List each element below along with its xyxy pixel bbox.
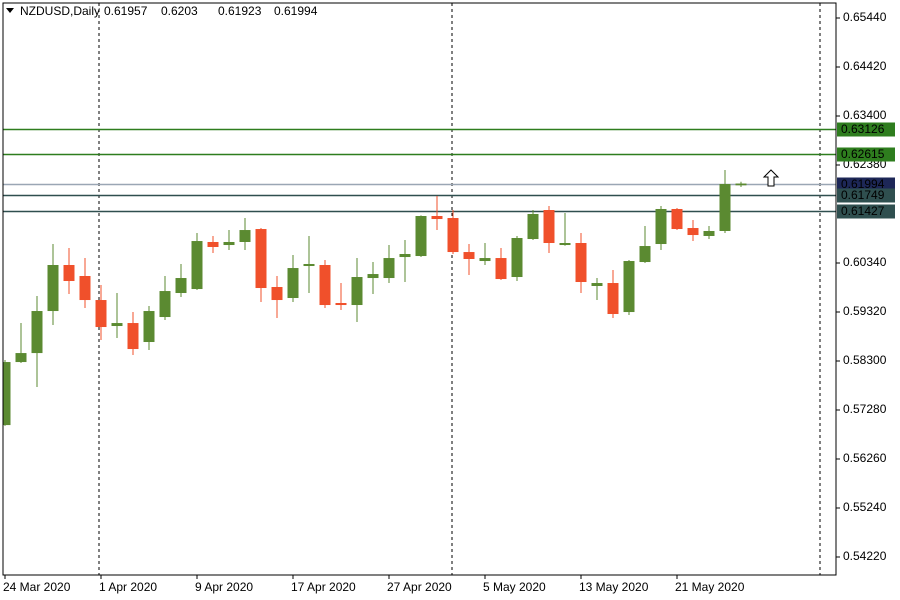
y-tick-label: 0.54220 bbox=[843, 549, 887, 563]
candle-body bbox=[431, 216, 443, 220]
level-label: 0.61749 bbox=[841, 188, 885, 202]
candle-body bbox=[703, 230, 715, 236]
x-tick-label: 13 May 2020 bbox=[579, 580, 649, 594]
candle-body bbox=[159, 291, 171, 318]
candle-body bbox=[79, 276, 91, 301]
candle-body bbox=[479, 258, 491, 262]
y-tick-label: 0.57280 bbox=[843, 402, 887, 416]
candle-body bbox=[655, 208, 667, 245]
level-label-box bbox=[837, 188, 895, 203]
header-open: 0.61957 bbox=[104, 4, 148, 18]
chart-title: NZDUSD,Daily bbox=[20, 4, 100, 18]
candle-body bbox=[111, 323, 123, 327]
candle-body bbox=[223, 241, 235, 246]
x-tick-label: 9 Apr 2020 bbox=[195, 580, 253, 594]
candle-body bbox=[207, 241, 219, 247]
candle-body bbox=[591, 283, 603, 286]
candle-body bbox=[367, 274, 379, 279]
y-tick-label: 0.56260 bbox=[843, 451, 887, 465]
x-tick-label: 21 May 2020 bbox=[675, 580, 745, 594]
y-tick-label: 0.65440 bbox=[843, 10, 887, 24]
candle-body bbox=[495, 258, 507, 280]
menu-triangle bbox=[6, 8, 14, 13]
candle-body bbox=[543, 209, 555, 244]
candle-body bbox=[463, 252, 475, 259]
x-tick-label: 5 May 2020 bbox=[483, 580, 546, 594]
candle-body bbox=[735, 183, 747, 186]
candle-body bbox=[287, 268, 299, 299]
y-tick-label: 0.55240 bbox=[843, 500, 887, 514]
candle-body bbox=[399, 254, 411, 258]
candle-body bbox=[63, 265, 75, 282]
candle-body bbox=[639, 246, 651, 263]
header-close: 0.61994 bbox=[274, 4, 318, 18]
candle-body bbox=[239, 230, 251, 242]
plot-frame bbox=[2, 2, 837, 576]
candle-body bbox=[191, 241, 203, 290]
candle-body bbox=[511, 238, 523, 278]
arrow-icon bbox=[762, 169, 780, 187]
y-tick-label: 0.58300 bbox=[843, 353, 887, 367]
level-label-box bbox=[837, 204, 895, 219]
candle-body bbox=[527, 213, 539, 240]
y-tick-label: 0.63400 bbox=[843, 108, 887, 122]
header-high: 0.6203 bbox=[161, 4, 198, 18]
level-label: 0.63126 bbox=[841, 122, 885, 136]
x-tick-label: 24 Mar 2020 bbox=[3, 580, 71, 594]
candle-body bbox=[559, 243, 571, 246]
level-label: 0.61994 bbox=[841, 177, 885, 191]
y-tick-label: 0.59320 bbox=[843, 304, 887, 318]
candle-body bbox=[319, 265, 331, 306]
y-tick-label: 0.64420 bbox=[843, 59, 887, 73]
candle-body bbox=[415, 216, 427, 257]
y-tick-label: 0.60340 bbox=[843, 255, 887, 269]
candle-body bbox=[255, 229, 267, 289]
x-tick-label: 17 Apr 2020 bbox=[291, 580, 356, 594]
candle-body bbox=[143, 311, 155, 343]
candle-body bbox=[127, 323, 139, 350]
candle-body bbox=[15, 353, 27, 363]
candle-body bbox=[719, 184, 731, 231]
level-label: 0.62615 bbox=[841, 147, 885, 161]
candle-body bbox=[31, 311, 43, 354]
candle-body bbox=[47, 265, 59, 312]
level-label-box bbox=[837, 177, 895, 192]
candle-body bbox=[383, 258, 395, 279]
level-label: 0.61427 bbox=[841, 204, 885, 218]
candle-body bbox=[351, 277, 363, 306]
candle-body bbox=[623, 261, 635, 313]
candle-body bbox=[575, 243, 587, 283]
candle-body bbox=[175, 278, 187, 294]
candle-body bbox=[335, 303, 347, 306]
candle-body bbox=[447, 218, 459, 253]
candle-body bbox=[303, 263, 315, 267]
candle-body bbox=[3, 362, 11, 426]
candle-body bbox=[607, 283, 619, 315]
level-label-box bbox=[837, 122, 895, 137]
candle-body bbox=[671, 208, 683, 230]
candle-body bbox=[95, 300, 107, 328]
candle-body bbox=[271, 287, 283, 301]
x-tick-label: 27 Apr 2020 bbox=[387, 580, 452, 594]
x-tick-label: 1 Apr 2020 bbox=[99, 580, 157, 594]
candle-body bbox=[687, 228, 699, 236]
header-low: 0.61923 bbox=[218, 4, 262, 18]
level-label-box bbox=[837, 147, 895, 162]
candles bbox=[3, 169, 747, 426]
levels bbox=[3, 128, 836, 213]
